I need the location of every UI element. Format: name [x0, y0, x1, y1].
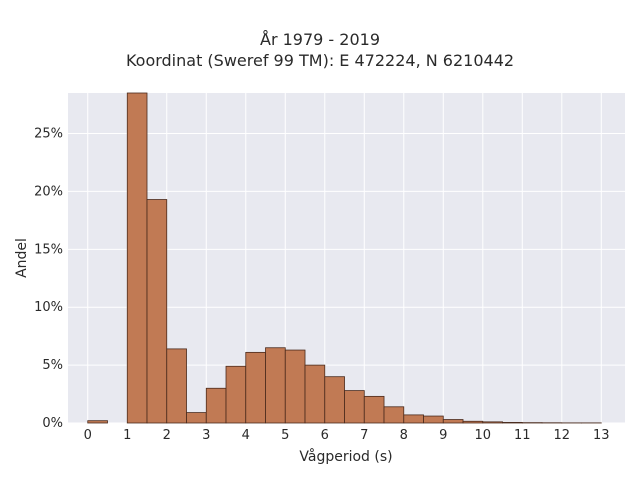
- histogram-bar: [423, 415, 444, 424]
- histogram-bar: [324, 376, 345, 424]
- histogram-bar: [403, 414, 424, 424]
- x-tick-label: 4: [242, 428, 250, 443]
- histogram-bar: [363, 395, 385, 424]
- x-tick-label: 3: [202, 428, 210, 443]
- histogram-bar: [225, 365, 247, 424]
- histogram-bar: [245, 351, 266, 424]
- x-tick-label: 13: [593, 428, 610, 443]
- histogram-bar: [146, 199, 168, 424]
- histogram-bar: [166, 348, 187, 424]
- histogram-bar: [344, 390, 365, 424]
- x-tick-label: 9: [439, 428, 447, 443]
- x-tick-label: 10: [475, 428, 492, 443]
- y-axis-label: Andel: [14, 238, 30, 278]
- x-tick-label: 1: [123, 428, 131, 443]
- bars: [87, 92, 602, 424]
- x-tick-label: 7: [360, 428, 368, 443]
- histogram-bar: [284, 349, 306, 424]
- x-tick-label: 0: [84, 428, 92, 443]
- histogram-bar: [205, 387, 227, 424]
- y-axis-ticks: 0% 5% 10% 15% 20% 25%: [34, 127, 63, 431]
- y-tick-label: 0%: [42, 416, 63, 431]
- x-tick-label: 6: [321, 428, 329, 443]
- x-axis-ticks: 0 1 2 3 4 5 6 7 8 9 10 11 12 13: [84, 428, 610, 443]
- histogram-bar: [304, 364, 326, 424]
- x-tick-label: 11: [514, 428, 531, 443]
- x-tick-label: 5: [281, 428, 289, 443]
- histogram-bar: [265, 347, 286, 424]
- histogram-bar: [482, 421, 503, 424]
- histogram-bar: [126, 92, 148, 424]
- y-tick-label: 15%: [34, 242, 63, 257]
- x-tick-label: 8: [400, 428, 408, 443]
- histogram-bar: [87, 420, 108, 424]
- histogram-bar: [383, 406, 405, 424]
- y-tick-label: 10%: [34, 300, 63, 315]
- x-tick-label: 2: [163, 428, 171, 443]
- x-axis-label: Vågperiod (s): [299, 448, 392, 465]
- y-tick-label: 25%: [34, 127, 63, 142]
- histogram-bar: [462, 420, 484, 424]
- histogram-bar: [442, 419, 464, 424]
- chart-subtitle: Koordinat (Sweref 99 TM): E 472224, N 62…: [125, 51, 515, 70]
- histogram-bar: [502, 422, 523, 424]
- y-tick-label: 20%: [34, 184, 63, 199]
- x-tick-label: 12: [554, 428, 571, 443]
- y-tick-label: 5%: [42, 358, 63, 373]
- chart-title: År 1979 - 2019: [260, 30, 380, 49]
- histogram-bar: [186, 412, 207, 424]
